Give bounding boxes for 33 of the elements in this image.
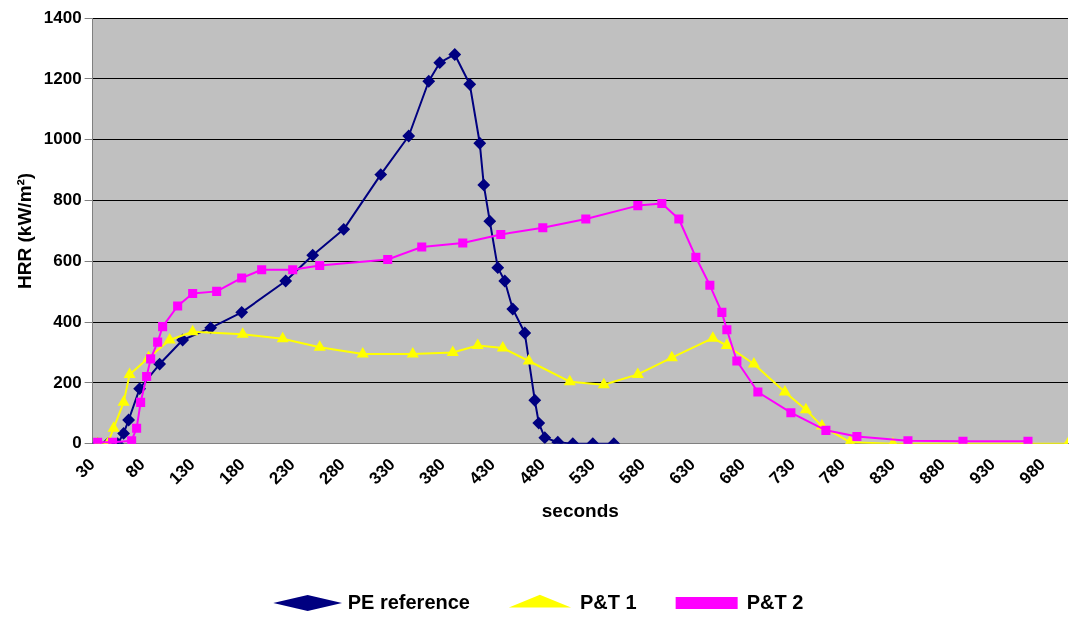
x-tick-label: 830 [865, 454, 900, 489]
x-tick-label: 480 [515, 454, 549, 489]
legend-label: P&T 1 [579, 590, 637, 613]
x-tick-label: 30 [71, 454, 99, 482]
y-tick-label: 800 [53, 190, 82, 210]
x-tick-label: 280 [315, 454, 349, 489]
x-tick-label: 80 [121, 454, 149, 482]
x-tick-label: 930 [965, 454, 1000, 489]
x-tick-label: 430 [465, 454, 499, 489]
x-tick-label: 680 [715, 454, 750, 489]
x-tick-label: 380 [415, 454, 449, 489]
x-tick-label: 130 [165, 454, 199, 489]
x-tick-label: 730 [765, 454, 800, 489]
x-tick-label: 580 [615, 454, 649, 489]
y-tick-label: 400 [53, 311, 82, 331]
y-tick-label: 1000 [43, 129, 82, 149]
legend-label: PE reference [347, 590, 470, 613]
y-tick-label: 1400 [43, 7, 82, 27]
x-tick-label: 780 [815, 454, 850, 489]
x-tick-label: 180 [215, 454, 249, 489]
x-tick-label: 630 [665, 454, 699, 489]
y-tick-label: 0 [72, 433, 82, 453]
x-tick-label: 330 [365, 454, 399, 489]
y-tick-label: 1200 [43, 68, 82, 88]
x-tick-label: 980 [1015, 454, 1050, 489]
y-tick-label: 600 [53, 250, 82, 270]
x-tick-label: 880 [915, 454, 950, 489]
x-axis-title: seconds [541, 499, 619, 521]
legend-label: P&T 2 [746, 590, 804, 613]
y-tick-label: 200 [53, 372, 82, 392]
x-tick-label: 230 [265, 454, 299, 489]
x-tick-label: 530 [565, 454, 599, 489]
y-axis-title: HRR (kW/m²) [13, 172, 35, 289]
